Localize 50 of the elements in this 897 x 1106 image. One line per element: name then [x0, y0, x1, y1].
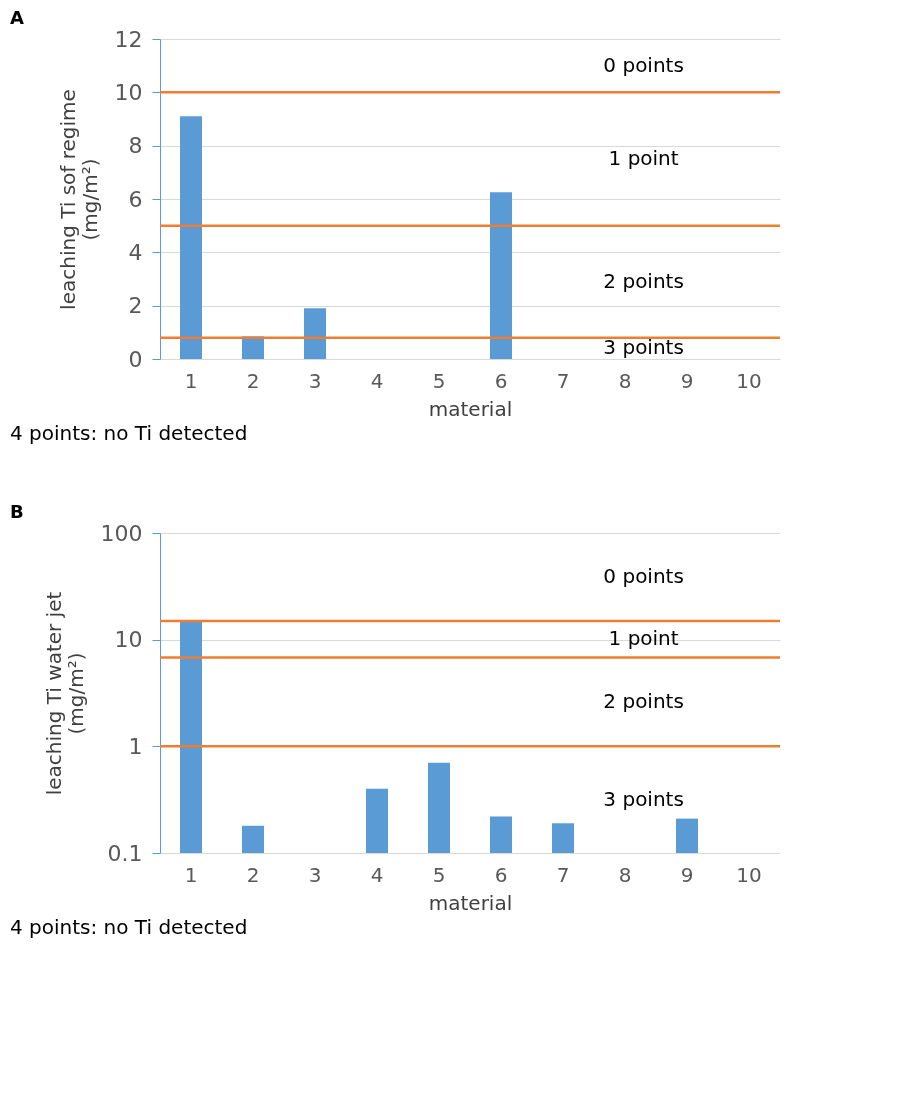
- annotation: 3 points: [603, 335, 684, 360]
- y-axis-title: leaching Ti water jet (mg/m²): [41, 591, 88, 796]
- x-axis-title: material: [428, 396, 513, 421]
- annotation: 2 points: [603, 268, 684, 293]
- x-tick-label: 3: [308, 862, 322, 887]
- x-tick-label: 2: [246, 368, 260, 393]
- text: 4 points: no Ti detected: [10, 421, 248, 445]
- annotation: 2 points: [603, 688, 684, 713]
- x-tick-label: 5: [432, 862, 446, 887]
- y-tick-label: 2: [128, 293, 143, 319]
- x-tick-label: 6: [494, 368, 508, 393]
- x-tick-label: 6: [494, 862, 508, 887]
- x-tick-label: 8: [618, 368, 632, 393]
- bar: [304, 308, 326, 359]
- annotation: 1 point: [608, 626, 679, 651]
- x-tick-label: 5: [432, 368, 446, 393]
- chart-title: A: [10, 7, 24, 28]
- x-tick-label: 8: [618, 862, 632, 887]
- x-tick-label: 10: [736, 368, 762, 393]
- bar: [490, 192, 512, 359]
- annotation: 3 points: [603, 786, 684, 811]
- annotation: 0 points: [603, 563, 684, 588]
- x-tick-label: 9: [680, 368, 694, 393]
- text: 4 points: no Ti detected: [10, 915, 248, 939]
- x-axis-title: material: [428, 890, 513, 915]
- x-tick-label: 10: [736, 862, 762, 887]
- x-tick-label: 4: [370, 368, 384, 393]
- annotation: 0 points: [603, 52, 684, 77]
- y-axis-title: leaching Ti sof regime (mg/m²): [55, 89, 102, 310]
- y-tick-label: 1: [128, 733, 143, 759]
- y-tick-label: 0.1: [107, 840, 143, 866]
- y-tick-label: 4: [128, 239, 143, 265]
- bar: [180, 116, 202, 359]
- y-tick-label: 100: [100, 520, 143, 546]
- y-tick-label: 8: [128, 133, 143, 159]
- x-tick-label: 7: [556, 862, 570, 887]
- y-tick-label: 10: [114, 627, 143, 653]
- x-tick-label: 9: [680, 862, 694, 887]
- x-tick-label: 2: [246, 862, 260, 887]
- x-tick-label: 1: [184, 862, 198, 887]
- x-tick-label: 3: [308, 368, 322, 393]
- x-tick-label: 4: [370, 862, 384, 887]
- chart-title: B: [10, 501, 24, 522]
- y-tick-label: 6: [128, 186, 143, 212]
- y-tick-label: 0: [128, 346, 143, 372]
- x-tick-label: 7: [556, 368, 570, 393]
- y-tick-label: 10: [114, 79, 143, 105]
- y-tick-label: 12: [114, 26, 143, 52]
- annotation: 1 point: [608, 146, 679, 170]
- x-tick-label: 1: [184, 368, 198, 393]
